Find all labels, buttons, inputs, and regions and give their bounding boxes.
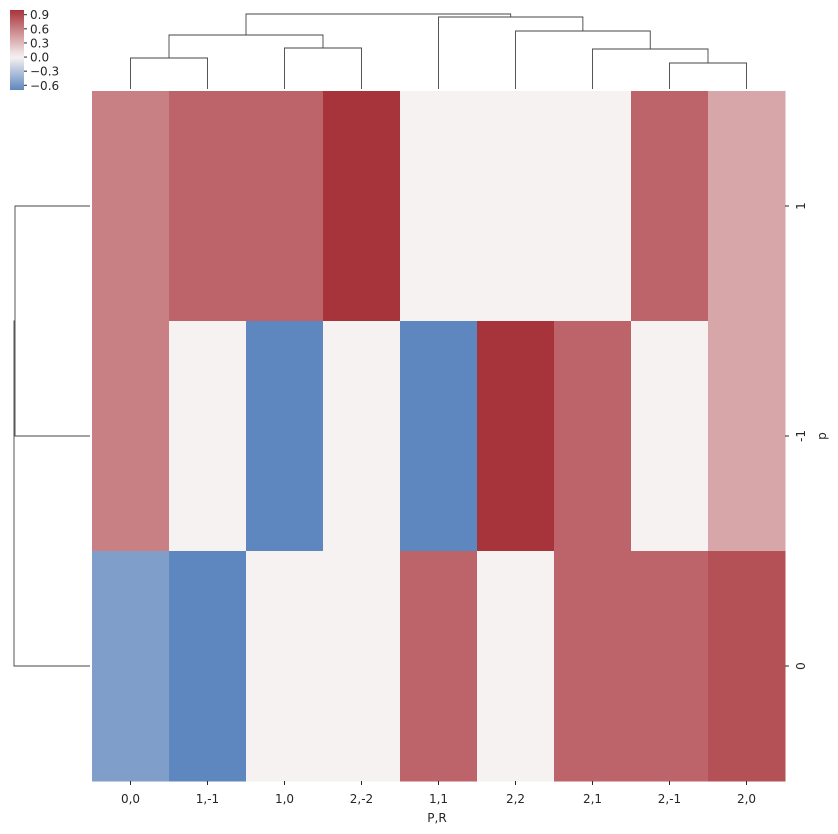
heatmap-cell — [246, 551, 324, 782]
y-tick-label: 1 — [794, 202, 808, 210]
heatmap-cells — [92, 91, 786, 782]
x-tick-label: 0,0 — [121, 792, 140, 806]
dendrogram-link — [515, 30, 651, 89]
y-axis-label: p — [815, 432, 829, 440]
heatmap-cell — [92, 321, 170, 552]
heatmap-cell — [169, 551, 247, 782]
x-tick-label: 2,-2 — [350, 792, 373, 806]
heatmap-cell — [477, 91, 555, 322]
dendrogram-link — [130, 57, 208, 89]
dendrogram-link — [13, 320, 90, 667]
colorbar-tick-label: 0.0 — [30, 51, 49, 65]
heatmap-cell — [477, 551, 555, 782]
heatmap-cell — [323, 91, 401, 322]
x-tick-label: 1,1 — [429, 792, 448, 806]
heatmap-cell — [708, 91, 786, 322]
colorbar-gradient — [10, 10, 24, 90]
x-tick-label: 2,-1 — [658, 792, 681, 806]
x-tick-label: 2,2 — [506, 792, 525, 806]
heatmap-cell — [554, 321, 632, 552]
heatmap-cell — [631, 321, 709, 552]
heatmap-cell — [169, 91, 247, 322]
row-dendrogram — [13, 205, 90, 667]
y-tick-label: 0 — [794, 662, 808, 670]
colorbar-tick-label: −0.3 — [30, 65, 59, 79]
colorbar-tick-label: −0.6 — [30, 79, 59, 93]
colorbar-tick-label: 0.9 — [30, 8, 49, 22]
x-tick-label: 1,-1 — [196, 792, 219, 806]
heatmap-cell — [631, 551, 709, 782]
heatmap-cell — [92, 91, 170, 322]
heatmap-cell — [400, 91, 478, 322]
colorbar-tick-label: 0.6 — [30, 22, 49, 36]
colorbar-tick-label: 0.3 — [30, 36, 49, 50]
x-tick-label: 2,1 — [583, 792, 602, 806]
x-tick-label: 2,0 — [737, 792, 756, 806]
x-tick-label: 1,0 — [275, 792, 294, 806]
heatmap-cell — [246, 321, 324, 552]
heatmap-cell — [400, 551, 478, 782]
heatmap-cell — [246, 91, 324, 322]
heatmap-cell — [169, 321, 247, 552]
x-axis-label: P,R — [427, 811, 446, 825]
heatmap-cell — [323, 551, 401, 782]
dendrogram-link — [168, 34, 324, 58]
heatmap-cell — [708, 551, 786, 782]
dendrogram-link — [669, 62, 747, 89]
heatmap-cell — [554, 91, 632, 322]
dendrogram-link — [284, 47, 362, 89]
colorbar: 0.90.60.30.0−0.3−0.6 — [10, 8, 59, 93]
heatmap-cell — [323, 321, 401, 552]
dendrogram-link — [14, 205, 90, 437]
dendrogram-link — [592, 48, 709, 89]
heatmap-cell — [92, 551, 170, 782]
y-tick-labels: 1 -1 0 — [785, 202, 808, 670]
y-tick-label: -1 — [794, 430, 808, 442]
column-dendrogram — [130, 13, 747, 89]
heatmap-cell — [631, 91, 709, 322]
heatmap-cell — [554, 551, 632, 782]
heatmap-cell — [477, 321, 555, 552]
x-tick-labels: 0,0 1,-1 1,0 2,-2 1,1 2,2 2,1 2,-1 2,0 — [121, 781, 756, 806]
dendrogram-link — [245, 13, 512, 35]
heatmap-cell — [400, 321, 478, 552]
heatmap-cell — [708, 321, 786, 552]
dendrogram-link — [438, 16, 584, 89]
